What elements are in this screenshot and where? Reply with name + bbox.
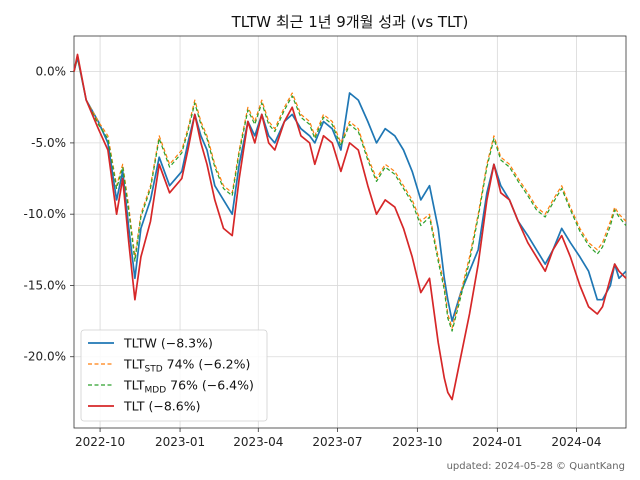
y-tick-label: -20.0%	[24, 350, 66, 364]
series-line-tltw	[73, 56, 627, 322]
legend-label: TLTW (−8.3%)	[123, 336, 213, 351]
x-tick-label: 2023-10	[392, 435, 442, 449]
legend-label: TLTSTD 74% (−6.2%)	[123, 357, 250, 375]
x-axis: 2022-10 2023-01 2023-04 2023-07 2023-10 2024-…	[75, 428, 602, 449]
x-tick-label: 2024-01	[472, 435, 522, 449]
plot-area	[73, 35, 627, 429]
series-line-tlt	[73, 53, 627, 401]
grid	[74, 36, 626, 428]
series-line-tlt-std	[73, 56, 627, 329]
y-tick-label: -15.0%	[24, 278, 66, 292]
legend-label: TLTMDD 76% (−6.4%)	[123, 378, 254, 396]
chart-title: TLTW 최근 1년 9개월 성과 (vs TLT)	[231, 13, 469, 31]
series-line-tlt-mdd	[73, 56, 627, 332]
y-axis: 0.0% -5.0% -10.0% -15.0% -20.0%	[24, 65, 74, 364]
legend-label: TLT (−8.6%)	[123, 399, 200, 414]
footer-text: updated: 2024-05-28 © QuantKang	[447, 461, 625, 472]
x-tick-label: 2024-04	[551, 435, 601, 449]
x-tick-label: 2022-10	[75, 435, 125, 449]
legend: TLTW (−8.3%) TLTSTD 74% (−6.2%) TLTMDD 76%…	[80, 329, 268, 422]
x-tick-label: 2023-07	[312, 435, 362, 449]
x-tick-label: 2023-01	[155, 435, 205, 449]
y-tick-label: 0.0%	[36, 65, 67, 79]
series-lines	[73, 53, 627, 401]
y-tick-label: -10.0%	[24, 207, 66, 221]
legend-box	[80, 329, 268, 422]
x-tick-label: 2023-04	[233, 435, 283, 449]
y-tick-label: -5.0%	[31, 136, 66, 150]
